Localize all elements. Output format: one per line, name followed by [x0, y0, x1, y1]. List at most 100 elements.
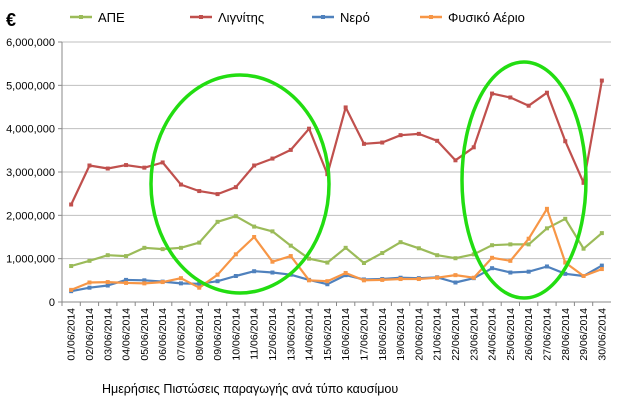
x-tick-label: 21/06/2014 [432, 308, 444, 361]
legend-label: Λιγνίτης [218, 10, 264, 25]
series-point [252, 163, 257, 168]
series-point [142, 281, 147, 286]
series-point [343, 270, 348, 275]
y-unit-label: € [6, 10, 16, 30]
series-point [544, 226, 549, 231]
series-point [142, 165, 147, 170]
series-point [453, 280, 458, 285]
y-tick-label: 5,000,000 [6, 80, 55, 92]
series-point [343, 105, 348, 110]
series-point [599, 267, 604, 272]
series-point [288, 254, 293, 259]
series-point [252, 269, 257, 274]
series-point [87, 163, 92, 168]
x-tick-label: 24/06/2014 [487, 308, 499, 361]
series-point [343, 273, 348, 278]
series-point [124, 280, 129, 285]
series-point [197, 240, 202, 245]
series-point [544, 264, 549, 269]
series-point [508, 258, 513, 263]
series-point [105, 283, 110, 288]
series-point [416, 246, 421, 251]
series-point [599, 231, 604, 236]
series-point [490, 243, 495, 248]
series-point [87, 280, 92, 285]
series-line [70, 80, 603, 205]
series-point [325, 260, 330, 265]
series-point [398, 277, 403, 282]
series-point [416, 277, 421, 282]
series-point [581, 180, 586, 185]
x-tick-label: 05/06/2014 [139, 308, 151, 361]
series-point [599, 78, 604, 83]
series-point [160, 160, 165, 165]
series-point [563, 139, 568, 144]
series-point [124, 277, 129, 282]
x-tick-label: 17/06/2014 [358, 308, 370, 361]
series-point [490, 255, 495, 260]
chart-caption: Ημερήσιες Πιστώσεις παραγωγής ανά τύπο κ… [102, 382, 398, 396]
series-point [453, 256, 458, 261]
series-point [270, 229, 275, 234]
series-point [215, 219, 220, 224]
series-point [197, 189, 202, 194]
x-tick-label: 30/06/2014 [596, 308, 608, 361]
series-point [69, 264, 74, 269]
series-point [398, 133, 403, 138]
x-tick-label: 25/06/2014 [505, 308, 517, 361]
series-point [197, 281, 202, 286]
x-tick-label: 16/06/2014 [340, 308, 352, 361]
series-point [178, 182, 183, 187]
series-point [343, 245, 348, 250]
legend-swatch-marker [79, 15, 83, 19]
x-tick-label: 03/06/2014 [102, 308, 114, 361]
series-point [178, 281, 183, 286]
series-point [215, 279, 220, 284]
series-point [105, 166, 110, 171]
series-point [380, 140, 385, 145]
y-tick-label: 6,000,000 [6, 37, 55, 49]
highlight-ellipse-right [460, 60, 588, 300]
series-line [70, 207, 603, 291]
series-point [544, 206, 549, 211]
series-point [361, 278, 366, 283]
series-point [233, 252, 238, 257]
x-tick-label: 18/06/2014 [377, 308, 389, 361]
series-point [435, 275, 440, 280]
series-point [380, 277, 385, 282]
series-point [581, 274, 586, 278]
series-point [233, 185, 238, 190]
series-point [325, 279, 330, 284]
x-tick-label: 26/06/2014 [523, 308, 535, 361]
series-point [178, 276, 183, 281]
y-tick-label: 4,000,000 [6, 124, 55, 136]
x-tick-label: 08/06/2014 [194, 308, 206, 361]
series-point [160, 247, 165, 252]
series-point [508, 270, 513, 275]
x-tick-label: 01/06/2014 [66, 308, 78, 361]
series-line [70, 215, 603, 268]
series-point [453, 158, 458, 163]
series-point [490, 266, 495, 271]
series-point [307, 278, 312, 283]
grid-lines [58, 41, 611, 306]
highlight-ellipse-left [149, 73, 331, 295]
x-tick-label: 19/06/2014 [395, 308, 407, 361]
series-point [124, 254, 129, 259]
y-tick-label: 2,000,000 [6, 210, 55, 222]
legend-swatch-marker [321, 15, 325, 19]
series-point [270, 270, 275, 275]
series-point [361, 261, 366, 265]
legend-label: Φυσικό Αέριο [448, 10, 525, 25]
series-point [563, 260, 568, 265]
plot-series [69, 78, 604, 294]
x-tick-label: 02/06/2014 [84, 308, 96, 361]
series-point [307, 126, 312, 131]
series-point [124, 163, 129, 168]
series-point [252, 224, 257, 229]
x-tick-label: 12/06/2014 [267, 308, 279, 361]
x-tick-label: 09/06/2014 [212, 308, 224, 361]
series-point [471, 252, 476, 257]
x-tick-label: 14/06/2014 [304, 308, 316, 361]
